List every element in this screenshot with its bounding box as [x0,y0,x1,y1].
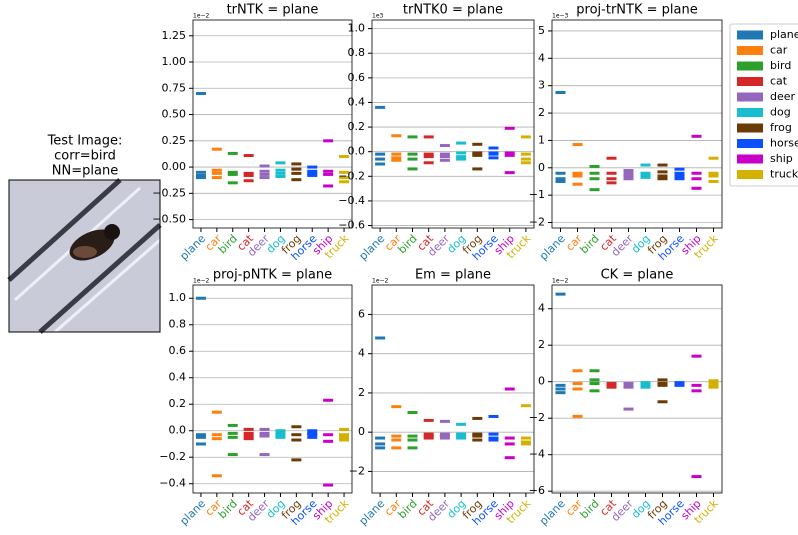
x-tick-label: plane [177,232,208,263]
y-tick-label: 0.4 [348,95,366,108]
chart-title: proj-trNTK = plane [576,3,697,18]
y-tick-label: 1.0 [169,291,187,304]
y-tick-label: −0.25 [152,186,186,199]
y-tick-label: 0.0 [348,145,366,158]
y-tick-label: 0 [538,375,545,388]
y-tick-label: −0.50 [152,213,186,226]
y-tick-label: −0.4 [338,194,365,207]
y-tick-label: 0.4 [169,371,187,384]
y-tick-label: 0.75 [162,81,187,94]
x-tick-label: plane [177,497,208,528]
scale-label: 1e3 [372,13,384,20]
y-tick-label: 0.2 [169,397,187,410]
legend-swatch [737,108,763,117]
y-tick-label: 0 [358,425,365,438]
legend-label: ship [770,152,793,165]
y-tick-label: 0.50 [162,108,187,121]
y-tick-label: 1.0 [348,22,366,35]
y-tick-label: 2 [358,386,365,399]
y-tick-label: 5 [538,24,545,37]
y-tick-label: −0.2 [338,169,365,182]
y-tick-label: −0.2 [159,450,186,463]
legend-swatch [737,77,763,86]
y-tick-label: 6 [358,307,365,320]
image-title: corr=bird [54,149,116,164]
y-tick-label: 2 [538,338,545,351]
chart-title: CK = plane [601,268,674,283]
legend-label: frog [770,121,792,134]
x-tick-label: plane [357,497,388,528]
scale-label: 1e−2 [372,278,389,285]
y-tick-label: 0.6 [169,344,187,357]
legend-label: car [770,44,788,57]
legend-label: cat [770,75,788,88]
y-tick-label: 1 [538,133,545,146]
legend-label: horse [770,137,798,150]
legend-swatch [737,123,763,133]
y-tick-label: 1.25 [162,29,187,42]
axes-frame [192,19,353,229]
scale-label: 1e−2 [193,13,210,20]
y-tick-label: −2 [529,411,545,424]
legend-swatch [737,154,763,164]
legend-label: truck [770,168,798,181]
y-tick-label: 0.8 [169,318,187,331]
x-tick-label: plane [537,497,568,528]
axes-frame [551,284,723,494]
y-tick-label: −0.6 [338,219,365,232]
y-tick-label: −0.4 [159,477,186,490]
y-tick-label: −2 [529,216,545,229]
axes-frame [551,19,723,229]
legend-label: bird [770,59,791,72]
y-tick-label: 0.25 [162,134,187,147]
legend-label: dog [770,106,791,119]
y-tick-label: 4 [538,51,545,64]
x-tick-label: plane [357,232,388,263]
scale-label: 1e−2 [552,278,569,285]
y-tick-label: 0.6 [348,71,366,84]
legend-swatch [737,92,763,102]
scale-label: 1e−2 [193,278,210,285]
y-tick-label: 2 [538,106,545,119]
chart-title: trNTK0 = plane [403,3,503,18]
y-tick-label: 1.00 [162,55,187,68]
y-tick-label: −1 [529,188,545,201]
legend-swatch [737,170,763,179]
image-title: NN=plane [52,164,118,179]
y-tick-label: 0.2 [348,120,366,133]
legend-swatch [737,46,763,55]
legend-label: plane [770,28,798,41]
y-tick-label: 4 [538,302,545,315]
y-tick-label: 0.8 [348,46,366,59]
y-tick-label: 3 [538,79,545,92]
chart-title: trNTK = plane [227,3,319,18]
legend-swatch [737,61,763,71]
chart-title: proj-pNTK = plane [213,268,332,283]
legend: plane car bird cat deer dog frog horse ship truck [729,23,798,187]
axes-frame [371,19,535,229]
y-tick-label: 0 [538,161,545,174]
image-title: Test Image: [47,134,123,149]
x-tick-label: plane [537,232,568,263]
legend-swatch [737,30,763,40]
scale-label: 1e−3 [552,13,569,20]
axes-frame [192,284,353,494]
chart-title: Em = plane [415,268,491,283]
axes-frame [371,284,535,494]
y-tick-label: 4 [358,347,365,360]
legend-swatch [737,139,763,148]
y-tick-label: 0.00 [162,160,187,173]
y-tick-label: −2 [349,464,365,477]
y-tick-label: 0.0 [169,424,187,437]
test-image [7,178,162,334]
legend-label: deer [770,90,796,103]
y-tick-label: −6 [529,484,545,497]
y-tick-label: −4 [529,448,545,461]
